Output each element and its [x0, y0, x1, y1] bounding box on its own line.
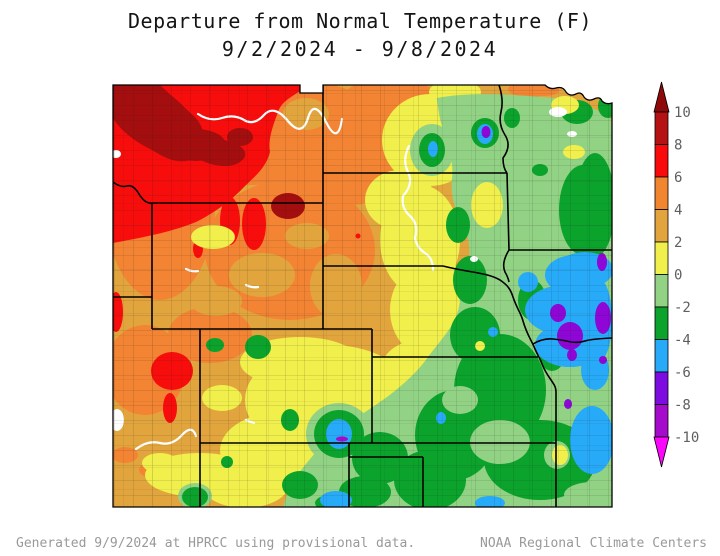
- colorbar-arrow-up: [653, 81, 670, 113]
- colorbar-tick-label: -10: [674, 430, 699, 446]
- colorbar-tick-label: 2: [674, 235, 682, 251]
- page-title: Departure from Normal Temperature (F): [127, 9, 593, 33]
- colorbar-tick-label: 4: [674, 203, 682, 219]
- colorbar-tick-label: 10: [674, 105, 691, 121]
- colorbar-segment: [654, 144, 669, 178]
- generated-attribution: Generated 9/9/2024 at HPRCC using provis…: [16, 536, 416, 551]
- page-subtitle-date-range: 9/2/2024 - 9/8/2024: [221, 37, 499, 61]
- colorbar-segment: [654, 371, 669, 405]
- colorbar-tick-label: -8: [674, 398, 691, 414]
- colorbar-segment: [654, 111, 669, 145]
- colorbar-legend: 10 8 6 4 2 0 -2 -4 -6 -8 -10: [653, 81, 699, 468]
- colorbar-tick-label: 0: [674, 268, 682, 284]
- colorbar-arrow-down: [653, 436, 670, 468]
- colorbar-segment: [654, 176, 669, 210]
- colorbar-segment: [654, 306, 669, 340]
- noaa-attribution: NOAA Regional Climate Centers: [480, 536, 707, 551]
- colorbar-segment: [654, 404, 669, 438]
- colorbar-tick-label: 8: [674, 138, 682, 154]
- colorbar-segment: [654, 339, 669, 373]
- colorbar-segment: [654, 274, 669, 308]
- colorbar-segment: [654, 241, 669, 275]
- state-borders: [113, 85, 612, 507]
- county-borders: [113, 85, 612, 507]
- colorbar-segment: [654, 209, 669, 243]
- colorbar-tick-label: -4: [674, 333, 691, 349]
- colorbar-tick-label: 6: [674, 170, 682, 186]
- map-outline: [112, 84, 613, 508]
- colorbar-tick-label: -6: [674, 365, 691, 381]
- colorbar-tick-label: -2: [674, 300, 691, 316]
